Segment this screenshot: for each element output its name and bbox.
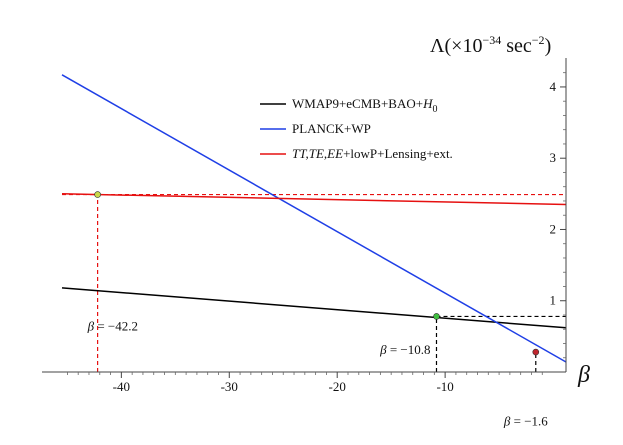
axes: -40 -30 -20 -10 1 2 3 4 β Λ(×10−34 sec−2) bbox=[42, 33, 590, 394]
x-tick-label-1: -30 bbox=[221, 379, 238, 394]
annotations: β = −42.2β = −10.8β = −1.6 bbox=[87, 319, 549, 429]
series-line-2 bbox=[61, 193, 567, 206]
y-axis-title-part-3: −2 bbox=[532, 33, 545, 47]
y-tick-label-2: 3 bbox=[550, 150, 557, 165]
annotation-1: β = −10.8 bbox=[379, 342, 430, 357]
y-tick-label-0: 1 bbox=[550, 293, 557, 308]
y-axis-title-part-0: Λ(×10 bbox=[430, 35, 482, 57]
series-lines bbox=[61, 74, 567, 363]
marked-point-0 bbox=[94, 191, 101, 198]
marked-points bbox=[94, 191, 540, 356]
x-tick-label-2: -20 bbox=[329, 379, 346, 394]
legend-label-part: 0 bbox=[432, 104, 437, 115]
legend-label-part: +lowP+Lensing+ext. bbox=[343, 146, 453, 161]
legend-label-2: TT,TE,EE+lowP+Lensing+ext. bbox=[292, 146, 453, 161]
y-tick-label-3: 4 bbox=[550, 79, 557, 94]
legend-label-1: PLANCK+WP bbox=[292, 121, 371, 136]
annotation-symbol: β bbox=[87, 319, 95, 334]
x-tick-label-3: -10 bbox=[436, 379, 453, 394]
legend: WMAP9+eCMB+BAO+H0 PLANCK+WP TT,TE,EE+lowP+… bbox=[260, 96, 453, 161]
legend-label-part: H bbox=[422, 96, 433, 111]
y-axis-title-part-2: sec bbox=[501, 35, 532, 57]
legend-label-part: WMAP9+eCMB+BAO+ bbox=[292, 96, 423, 111]
annotation-symbol: β bbox=[503, 413, 511, 428]
marked-point-2 bbox=[532, 348, 540, 356]
y-axis-title: Λ(×10−34 sec−2) bbox=[430, 33, 551, 57]
legend-label-part: TT,TE,EE bbox=[292, 146, 343, 161]
x-axis-title: β bbox=[577, 362, 590, 388]
y-axis-title-part-4: ) bbox=[545, 35, 552, 57]
annotation-value: = −10.8 bbox=[387, 342, 431, 357]
x-tick-label-0: -40 bbox=[113, 379, 130, 394]
annotation-value: = −1.6 bbox=[510, 413, 548, 428]
series-line-0 bbox=[61, 287, 567, 329]
legend-label-part: PLANCK+WP bbox=[292, 121, 371, 136]
marked-point-1 bbox=[433, 313, 440, 320]
annotation-2: β = −1.6 bbox=[503, 413, 548, 428]
y-axis-title-part-1: −34 bbox=[482, 33, 501, 47]
reference-lines bbox=[62, 193, 566, 372]
annotation-symbol: β bbox=[379, 342, 387, 357]
legend-label-0: WMAP9+eCMB+BAO+H0 bbox=[292, 96, 437, 115]
y-tick-label-1: 2 bbox=[550, 221, 557, 236]
annotation-0: β = −42.2 bbox=[87, 319, 138, 334]
annotation-value: = −42.2 bbox=[94, 319, 138, 334]
series-line-1 bbox=[61, 74, 567, 363]
